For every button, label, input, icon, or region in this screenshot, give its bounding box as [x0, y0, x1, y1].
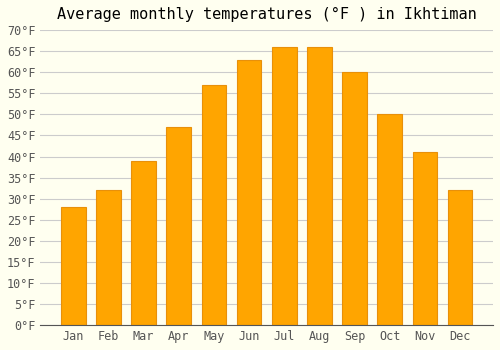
Title: Average monthly temperatures (°F ) in Ikhtiman: Average monthly temperatures (°F ) in Ik… [57, 7, 476, 22]
Bar [166, 127, 191, 325]
Bar [61, 207, 86, 325]
Bar [131, 161, 156, 325]
Bar [237, 60, 262, 325]
Bar [307, 47, 332, 325]
Bar [378, 114, 402, 325]
Bar [96, 190, 120, 325]
Bar [202, 85, 226, 325]
Bar [412, 152, 438, 325]
Bar [272, 47, 296, 325]
Bar [342, 72, 367, 325]
Bar [448, 190, 472, 325]
